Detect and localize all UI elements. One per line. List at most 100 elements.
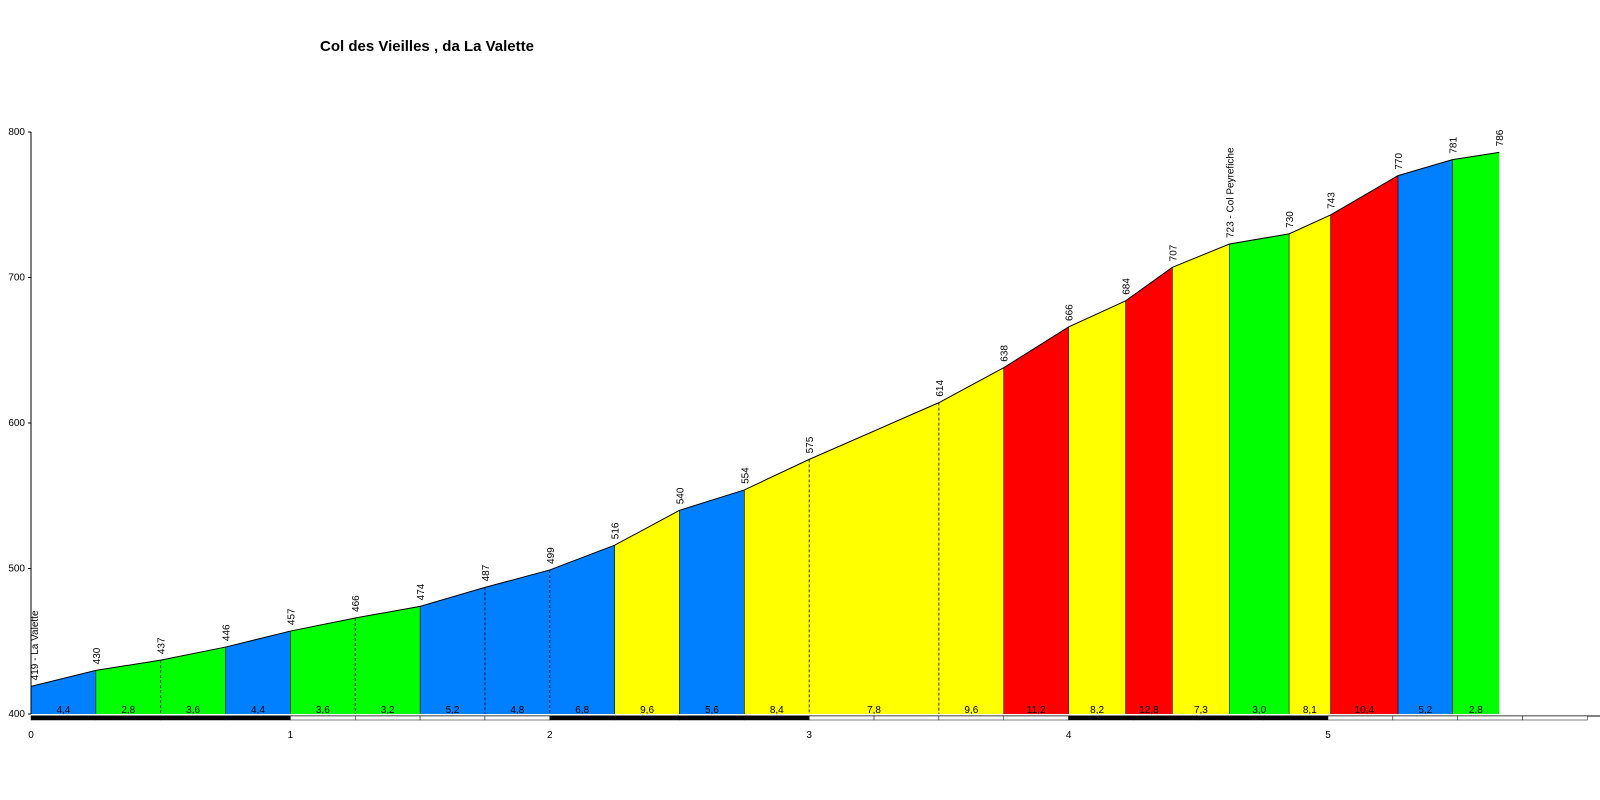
gradient-label: 5,6 — [705, 705, 719, 716]
km-bar-segment — [938, 715, 1005, 721]
gradient-label: 5,2 — [1418, 705, 1432, 716]
km-bar-segment — [95, 715, 161, 721]
x-tick-label: 2 — [547, 730, 553, 741]
elevation-label: 540 — [676, 487, 687, 504]
km-bar-segment — [1392, 715, 1458, 721]
gradient-label: 8,2 — [1090, 705, 1104, 716]
gradient-label: 4,4 — [56, 705, 70, 716]
elevation-label: 499 — [546, 547, 557, 564]
gradient-label: 10,4 — [1355, 705, 1375, 716]
elevation-label: 743 — [1327, 192, 1338, 209]
gradient-label: 9,6 — [640, 705, 654, 716]
elevation-label: 516 — [611, 522, 622, 539]
segment-area — [938, 367, 1004, 714]
x-tick-label: 4 — [1066, 730, 1072, 741]
km-bar-segment — [1262, 715, 1329, 721]
segment-area — [614, 510, 680, 714]
elevation-label: 614 — [935, 380, 946, 397]
gradient-label: 8,1 — [1303, 705, 1317, 716]
elevation-label: 666 — [1065, 304, 1076, 321]
gradient-label: 11,2 — [1027, 705, 1046, 716]
km-bar-segment — [549, 715, 615, 721]
gradient-label: 8,4 — [770, 705, 784, 716]
km-bar-segment — [873, 715, 940, 721]
segment-area — [1289, 214, 1331, 714]
elevation-label: 474 — [416, 583, 427, 600]
chart-title: Col des Vieilles , da La Valette — [320, 38, 534, 55]
km-bar-segment — [290, 715, 356, 721]
gradient-label: 4,8 — [510, 705, 524, 716]
elevation-label: 730 — [1285, 211, 1296, 228]
elevation-label: 466 — [351, 595, 362, 612]
segment-area — [549, 545, 615, 714]
segment-area — [744, 459, 810, 714]
y-tick-label: 800 — [8, 127, 25, 138]
km-bar-segment — [808, 715, 875, 721]
elevation-label: 419 - La Valette — [30, 610, 41, 680]
km-bar-segment — [1522, 715, 1588, 721]
elevation-label: 770 — [1394, 153, 1405, 170]
segment-area — [484, 569, 550, 714]
elevation-label: 638 — [1000, 345, 1011, 362]
gradient-label: 9,6 — [964, 705, 978, 716]
elevation-label: 786 — [1495, 129, 1506, 146]
gradient-label: 3,0 — [1252, 705, 1266, 716]
elevation-label: 707 — [1168, 244, 1179, 261]
km-bar-segment — [355, 715, 421, 721]
segment-area — [1330, 175, 1399, 714]
x-tick-label: 1 — [288, 730, 294, 741]
gradient-label: 4,4 — [251, 705, 265, 716]
gradient-label: 3,6 — [316, 705, 330, 716]
gradient-label: 2,8 — [121, 705, 135, 716]
segment-area — [1452, 152, 1500, 714]
km-bar-segment — [1133, 715, 1199, 721]
segment-area — [225, 631, 291, 714]
gradient-label: 5,2 — [446, 705, 460, 716]
segment-area — [1003, 326, 1069, 714]
elevation-label: 723 - Col Peyrefiche — [1225, 147, 1236, 238]
segment-area — [160, 647, 226, 714]
y-tick-label: 400 — [8, 709, 25, 720]
km-bar-segment — [30, 715, 97, 721]
x-tick-label: 3 — [806, 730, 812, 741]
elevation-label: 684 — [1122, 278, 1133, 295]
km-bar-segment — [744, 715, 810, 721]
km-bar-segment — [1068, 715, 1134, 721]
elevation-label: 430 — [92, 647, 103, 664]
x-tick-label: 0 — [28, 730, 34, 741]
elevation-label: 437 — [157, 637, 168, 654]
km-bar-segment — [1457, 715, 1523, 721]
km-bar-segment — [614, 715, 680, 721]
segment-area — [679, 489, 745, 714]
elevation-label: 446 — [222, 624, 233, 641]
km-bar-segment — [1003, 715, 1069, 721]
segment-area — [809, 402, 939, 714]
segment-area — [1398, 159, 1453, 714]
y-tick-label: 600 — [8, 418, 25, 429]
gradient-label: 12,8 — [1139, 705, 1159, 716]
gradient-label: 3,2 — [381, 705, 395, 716]
segment-area — [31, 670, 96, 714]
km-bar-segment — [679, 715, 745, 721]
segment-area — [1125, 267, 1173, 714]
segment-area — [420, 587, 485, 714]
gradient-label: 6,8 — [575, 705, 589, 716]
y-tick-label: 500 — [8, 564, 25, 575]
gradient-label: 2,8 — [1469, 705, 1483, 716]
y-tick-label: 700 — [8, 273, 25, 284]
km-bar-segment — [1198, 715, 1264, 721]
profile-line — [30, 151, 1500, 687]
gradient-label: 7,3 — [1194, 705, 1208, 716]
gradient-label: 3,6 — [186, 705, 200, 716]
km-bar-segment — [484, 715, 551, 721]
elevation-label: 457 — [286, 608, 297, 625]
km-bar-segment — [419, 715, 486, 721]
elevation-label: 575 — [805, 436, 816, 453]
segment-area — [1229, 233, 1290, 714]
km-bar-segment — [225, 715, 291, 721]
elevation-label: 554 — [740, 467, 751, 484]
x-tick-label: 5 — [1325, 730, 1331, 741]
elevation-label: 781 — [1449, 137, 1460, 154]
segment-area — [95, 660, 161, 714]
